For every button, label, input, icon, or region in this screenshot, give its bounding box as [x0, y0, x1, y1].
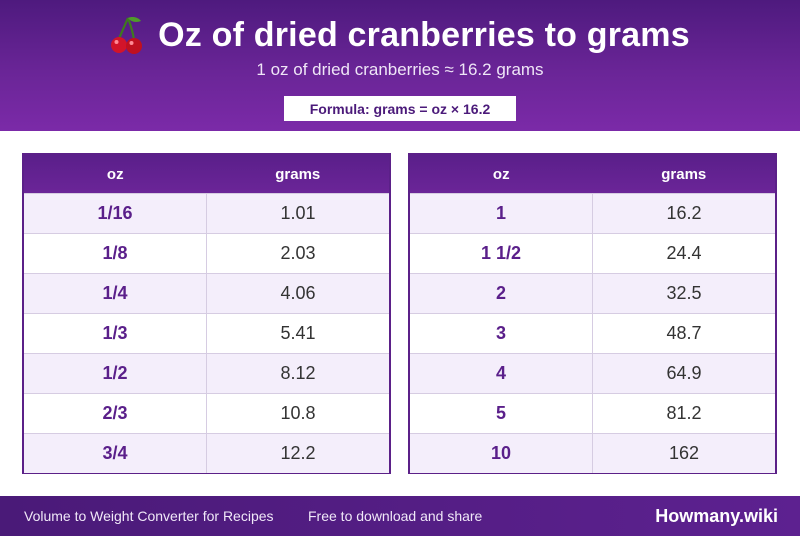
oz-cell: 2 — [410, 274, 593, 313]
grams-cell: 10.8 — [280, 403, 316, 423]
cherry-icon — [111, 17, 143, 54]
oz-cell: 1 1/2 — [410, 234, 593, 273]
grams-cell: 81.2 — [666, 403, 702, 423]
table-row: 4 64.9 — [410, 353, 775, 393]
oz-cell: 1/4 — [24, 274, 207, 313]
oz-cell: 1/8 — [24, 234, 207, 273]
title-row: Oz of dried cranberries to grams — [0, 12, 800, 58]
header-grams: grams — [275, 165, 321, 183]
header-grams: grams — [661, 165, 707, 183]
table-row: 10 162 — [410, 433, 775, 473]
table-row: 1/2 8.12 — [24, 353, 389, 393]
grams-cell: 48.7 — [666, 323, 702, 343]
grams-cell: 8.12 — [280, 363, 316, 383]
table-row: 1/3 5.41 — [24, 313, 389, 353]
grams-cell: 5.41 — [280, 323, 316, 343]
grams-cell: 12.2 — [280, 443, 316, 463]
table-row: 2/3 10.8 — [24, 393, 389, 433]
oz-cell: 1 — [410, 194, 593, 233]
oz-cell: 3/4 — [24, 434, 207, 473]
subtitle: 1 oz of dried cranberries ≈ 16.2 grams — [256, 60, 544, 79]
grams-cell: 32.5 — [666, 283, 702, 303]
footer-share-note: Free to download and share — [308, 508, 483, 524]
footer-tagline: Volume to Weight Converter for Recipes — [24, 508, 274, 524]
table-row: 1/4 4.06 — [24, 273, 389, 313]
table-row: 3 48.7 — [410, 313, 775, 353]
grams-cell: 16.2 — [666, 203, 702, 223]
oz-cell: 1/16 — [24, 194, 207, 233]
grams-cell: 2.03 — [280, 243, 316, 263]
table-row: 1/8 2.03 — [24, 233, 389, 273]
brand-logo[interactable]: Howmany.wiki — [655, 505, 778, 526]
conversion-table-right: oz grams 1 16.2 1 1/2 24.4 2 32.5 3 48.7… — [408, 153, 777, 474]
table-header: oz grams — [410, 155, 775, 193]
oz-cell: 1/2 — [24, 354, 207, 393]
grams-cell: 4.06 — [280, 283, 316, 303]
grams-cell: 64.9 — [666, 363, 702, 383]
oz-cell: 3 — [410, 314, 593, 353]
header-banner: Oz of dried cranberries to grams 1 oz of… — [0, 0, 800, 131]
footer-bar: Volume to Weight Converter for Recipes F… — [0, 496, 800, 536]
header-oz: oz — [106, 165, 124, 183]
header-oz: oz — [492, 165, 510, 183]
oz-cell: 1/3 — [24, 314, 207, 353]
table-row: 1 16.2 — [410, 193, 775, 233]
oz-cell: 2/3 — [24, 394, 207, 433]
grams-cell: 24.4 — [666, 243, 702, 263]
conversion-table-left: oz grams 1/16 1.01 1/8 2.03 1/4 4.06 1/3… — [22, 153, 391, 474]
formula-badge: Formula: grams = oz × 16.2 — [284, 96, 516, 121]
table-row: 2 32.5 — [410, 273, 775, 313]
table-row: 1/16 1.01 — [24, 193, 389, 233]
oz-cell: 4 — [410, 354, 593, 393]
grams-cell: 1.01 — [280, 203, 316, 223]
table-row: 5 81.2 — [410, 393, 775, 433]
table-header: oz grams — [24, 155, 389, 193]
table-body: 1/16 1.01 1/8 2.03 1/4 4.06 1/3 5.41 1/2… — [24, 193, 389, 473]
grams-cell: 162 — [668, 443, 700, 463]
page-title: Oz of dried cranberries to grams — [158, 15, 690, 54]
table-row: 1 1/2 24.4 — [410, 233, 775, 273]
table-row: 3/4 12.2 — [24, 433, 389, 473]
oz-cell: 5 — [410, 394, 593, 433]
oz-cell: 10 — [410, 434, 593, 473]
table-body: 1 16.2 1 1/2 24.4 2 32.5 3 48.7 4 64.9 5… — [410, 193, 775, 473]
